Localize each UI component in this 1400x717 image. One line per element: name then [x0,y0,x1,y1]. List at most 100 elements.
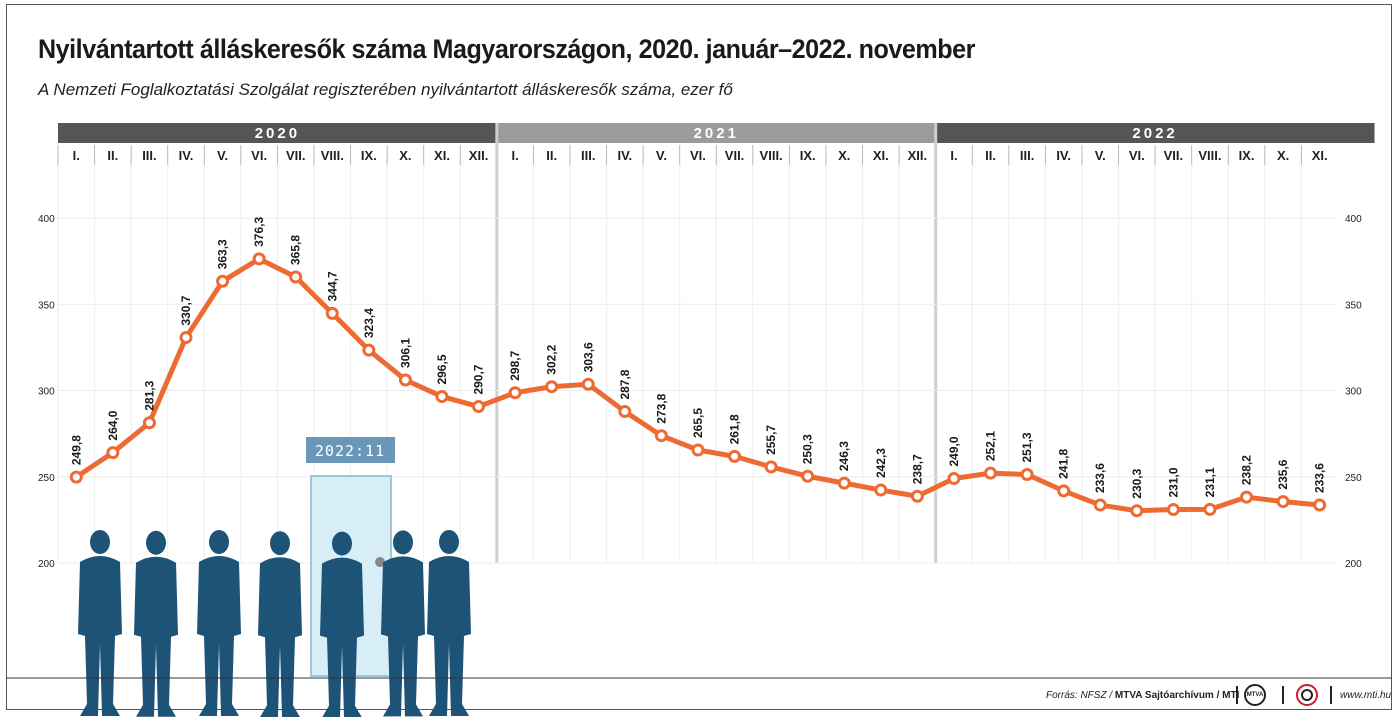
data-label: 376,3 [252,217,266,247]
data-label: 251,3 [1020,432,1034,462]
person-silhouette-icon [381,530,425,717]
data-label: 365,8 [289,235,303,265]
data-label: 281,3 [142,380,156,410]
month-label: XII. [908,148,928,163]
month-label: VIII. [1198,148,1221,163]
data-point [691,443,705,457]
data-point [728,449,742,463]
month-label: X. [399,148,411,163]
person-head [270,531,290,556]
data-label: 330,7 [179,295,193,325]
data-point [69,470,83,484]
person-head [209,530,229,554]
person-body [134,556,178,717]
data-point [545,380,559,394]
data-label: 287,8 [618,369,632,399]
year-band [496,123,936,143]
person-silhouette-icon [197,530,241,716]
month-label: V. [217,148,228,163]
data-label: 235,6 [1276,459,1290,489]
month-label: VI. [690,148,706,163]
month-label: VII. [286,148,306,163]
month-label: X. [1277,148,1289,163]
month-label: IX. [1239,148,1255,163]
month-label: IV. [179,148,194,163]
y-tick-label-right: 200 [1345,559,1362,570]
data-label: 302,2 [545,344,559,374]
data-label: 255,7 [764,425,778,455]
data-point [216,274,230,288]
month-label: VIII. [321,148,344,163]
data-label: 238,7 [910,454,924,484]
month-label: XII. [469,148,489,163]
month-label: VI. [251,148,267,163]
data-label: 231,0 [1166,467,1180,497]
month-label: VIII. [760,148,783,163]
y-tick-label-right: 350 [1345,300,1362,311]
year-band [58,123,497,143]
data-point [1020,468,1034,482]
data-point [1166,503,1180,517]
person-head [146,530,166,555]
y-tick-label-left: 250 [38,473,55,484]
data-point [1313,498,1327,512]
month-label: II. [107,148,118,163]
mtva-logo: MTVA [1244,684,1266,706]
data-label: 296,5 [435,354,449,384]
data-label: 249,8 [69,435,83,465]
data-label: 231,1 [1203,467,1217,497]
person-head [393,530,413,555]
data-label: 241,8 [1057,449,1071,479]
year-label: 2022 [1132,125,1177,142]
data-point [581,377,595,391]
month-label: X. [838,148,850,163]
person-body [197,556,241,716]
data-label: 344,7 [325,271,339,301]
data-label: 249,0 [947,436,961,466]
data-label: 250,3 [801,434,815,464]
data-label: 363,3 [216,239,230,269]
year-label: 2021 [694,125,739,142]
month-label: I. [73,148,80,163]
data-point [142,416,156,430]
person-body [427,556,471,716]
person-body [78,556,122,716]
month-label: IX. [361,148,377,163]
data-point [106,446,120,460]
data-label: 238,2 [1240,455,1254,485]
y-tick-label-right: 250 [1345,473,1362,484]
person-head [439,530,459,554]
month-label: VII. [1164,148,1184,163]
data-label: 264,0 [106,410,120,440]
y-tick-label-left: 300 [38,387,55,398]
data-label: 230,3 [1130,468,1144,498]
door-label-box [306,437,395,463]
data-point [1093,498,1107,512]
month-label: II. [985,148,996,163]
data-label: 233,6 [1093,463,1107,493]
frame [6,4,1392,710]
data-label: 303,6 [581,342,595,372]
data-point [1240,490,1254,504]
person-body [381,556,425,717]
footer-divider [1330,686,1332,704]
page-subtitle: A Nemzeti Foglalkoztatási Szolgálat regi… [38,80,733,99]
data-point [435,390,449,404]
door-knob [375,557,385,567]
data-label: 246,3 [837,441,851,471]
data-point [654,429,668,443]
data-point [508,386,522,400]
door-label: 2022:11 [315,442,385,460]
data-label: 306,1 [398,338,412,368]
y-tick-label-left: 400 [38,214,55,225]
data-point [289,270,303,284]
month-label: III. [1020,148,1034,163]
y-tick-label-left: 200 [38,559,55,570]
year-band [935,123,1375,143]
data-point [1057,484,1071,498]
month-label: XI. [434,148,450,163]
data-label: 273,8 [654,393,668,423]
footer-divider [1282,686,1284,704]
year-label: 2020 [255,125,300,142]
